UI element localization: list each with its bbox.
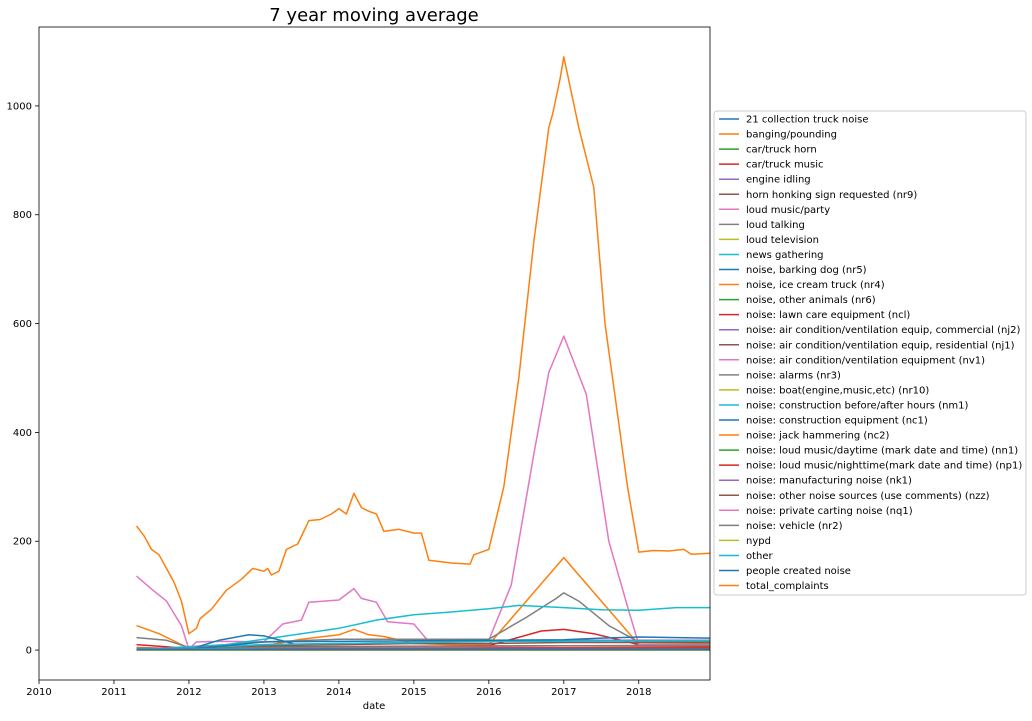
legend-label-25: noise: other noise sources (use comments… [746, 491, 990, 502]
legend-label-19: noise: construction before/after hours (… [746, 400, 969, 411]
x-axis-label: date [363, 701, 386, 712]
y-tick-label-4: 800 [13, 210, 32, 221]
legend-entry-2: car/truck horn [719, 145, 817, 156]
x-tick-label-3: 2013 [251, 687, 276, 698]
legend-label-16: noise: air condition/ventilation equipme… [746, 355, 985, 366]
legend-entry-16: noise: air condition/ventilation equipme… [719, 355, 985, 366]
legend-items: 21 collection truck noise banging/poundin… [719, 115, 1022, 592]
legend-entry-26: noise: private carting noise (nq1) [719, 506, 913, 517]
x-tick-label-7: 2017 [551, 687, 576, 698]
series-line-6 [136, 335, 710, 650]
legend-label-5: horn honking sign requested (nr9) [746, 190, 917, 201]
legend-entry-29: other [719, 551, 774, 562]
legend-entry-18: noise: boat(engine,music,etc) (nr10) [719, 385, 929, 396]
y-tick-label-3: 600 [13, 319, 32, 330]
legend-label-15: noise: air condition/ventilation equip, … [746, 340, 1015, 351]
legend-entry-14: noise: air condition/ventilation equip, … [719, 325, 1020, 336]
legend-label-1: banging/pounding [746, 130, 837, 141]
legend-label-13: noise: lawn care equipment (ncl) [746, 310, 910, 321]
legend-entry-24: noise: manufacturing noise (nk1) [719, 476, 912, 487]
x-tick-label-1: 2011 [101, 687, 126, 698]
y-tick-label-5: 1000 [7, 101, 32, 112]
legend-entry-9: news gathering [719, 250, 824, 261]
legend-entry-15: noise: air condition/ventilation equip, … [719, 340, 1015, 351]
y-tick-label-0: 0 [26, 646, 32, 657]
legend-entry-20: noise: construction equipment (nc1) [719, 416, 928, 427]
legend-entry-7: loud talking [719, 220, 805, 231]
legend-entry-21: noise: jack hammering (nc2) [719, 431, 889, 442]
legend-label-2: car/truck horn [746, 145, 817, 156]
legend-label-20: noise: construction equipment (nc1) [746, 416, 928, 427]
legend-entry-13: noise: lawn care equipment (ncl) [719, 310, 910, 321]
legend-entry-12: noise, other animals (nr6) [719, 295, 876, 306]
legend-label-10: noise, barking dog (nr5) [746, 265, 867, 276]
x-axis: 2010 2011 2012 2013 2014 2015 2016 2017 2018 [26, 680, 652, 698]
x-tick-label-5: 2015 [401, 687, 426, 698]
legend-label-0: 21 collection truck noise [746, 115, 869, 126]
legend-label-14: noise: air condition/ventilation equip, … [746, 325, 1020, 336]
legend-label-4: engine idling [746, 175, 811, 186]
legend: 21 collection truck noise banging/poundin… [713, 110, 1027, 596]
plot-frame [38, 26, 711, 681]
legend-label-18: noise: boat(engine,music,etc) (nr10) [746, 385, 929, 396]
legend-label-22: noise: loud music/daytime (mark date and… [746, 446, 1018, 457]
legend-frame [713, 110, 1027, 596]
legend-entry-5: horn honking sign requested (nr9) [719, 190, 917, 201]
x-tick-label-6: 2016 [476, 687, 501, 698]
legend-label-29: other [746, 551, 774, 562]
series-line-31 [135, 56, 711, 635]
legend-label-28: nypd [746, 536, 771, 547]
legend-entry-27: noise: vehicle (nr2) [719, 521, 843, 532]
legend-label-26: noise: private carting noise (nq1) [746, 506, 913, 517]
legend-label-24: noise: manufacturing noise (nk1) [746, 476, 912, 487]
plot-background [39, 27, 710, 680]
x-tick-label-2: 2012 [176, 687, 201, 698]
legend-entry-30: people created noise [719, 566, 851, 577]
legend-entry-23: noise: loud music/nighttime(mark date an… [719, 461, 1022, 472]
legend-label-27: noise: vehicle (nr2) [746, 521, 843, 532]
legend-entry-22: noise: loud music/daytime (mark date and… [719, 446, 1018, 457]
series-line-20 [136, 636, 711, 650]
legend-entry-28: nypd [719, 536, 771, 547]
legend-label-31: total_complaints [746, 581, 829, 592]
legend-label-23: noise: loud music/nighttime(mark date an… [746, 461, 1022, 472]
legend-label-30: people created noise [746, 566, 851, 577]
legend-label-17: noise: alarms (nr3) [746, 370, 841, 381]
y-tick-label-1: 200 [13, 537, 32, 548]
legend-entry-4: engine idling [719, 175, 811, 186]
x-tick-label-0: 2010 [26, 687, 51, 698]
legend-label-3: car/truck music [746, 160, 824, 171]
legend-entry-8: loud television [719, 235, 819, 246]
legend-label-12: noise, other animals (nr6) [746, 295, 876, 306]
legend-entry-3: car/truck music [719, 160, 824, 171]
legend-label-11: noise, ice cream truck (nr4) [746, 280, 885, 291]
legend-label-9: news gathering [746, 250, 824, 261]
legend-label-21: noise: jack hammering (nc2) [746, 431, 889, 442]
y-tick-label-2: 400 [13, 428, 32, 439]
legend-entry-11: noise, ice cream truck (nr4) [719, 280, 885, 291]
legend-entry-25: noise: other noise sources (use comments… [719, 491, 990, 502]
legend-entry-10: noise, barking dog (nr5) [719, 265, 867, 276]
series-layer [135, 56, 711, 651]
x-tick-label-4: 2014 [326, 687, 351, 698]
y-axis: 0 200 400 600 800 1000 [7, 101, 39, 657]
legend-entry-6: loud music/party [719, 205, 830, 216]
legend-label-6: loud music/party [746, 205, 830, 216]
x-tick-label-8: 2018 [626, 687, 651, 698]
legend-entry-19: noise: construction before/after hours (… [719, 400, 969, 411]
legend-entry-31: total_complaints [719, 581, 829, 592]
legend-label-7: loud talking [746, 220, 805, 231]
legend-entry-17: noise: alarms (nr3) [719, 370, 841, 381]
legend-label-8: loud television [746, 235, 819, 246]
legend-entry-1: banging/pounding [719, 130, 837, 141]
chart-title: 7 year moving average [269, 5, 479, 26]
series-line-9 [136, 604, 710, 651]
legend-entry-0: 21 collection truck noise [719, 115, 869, 126]
